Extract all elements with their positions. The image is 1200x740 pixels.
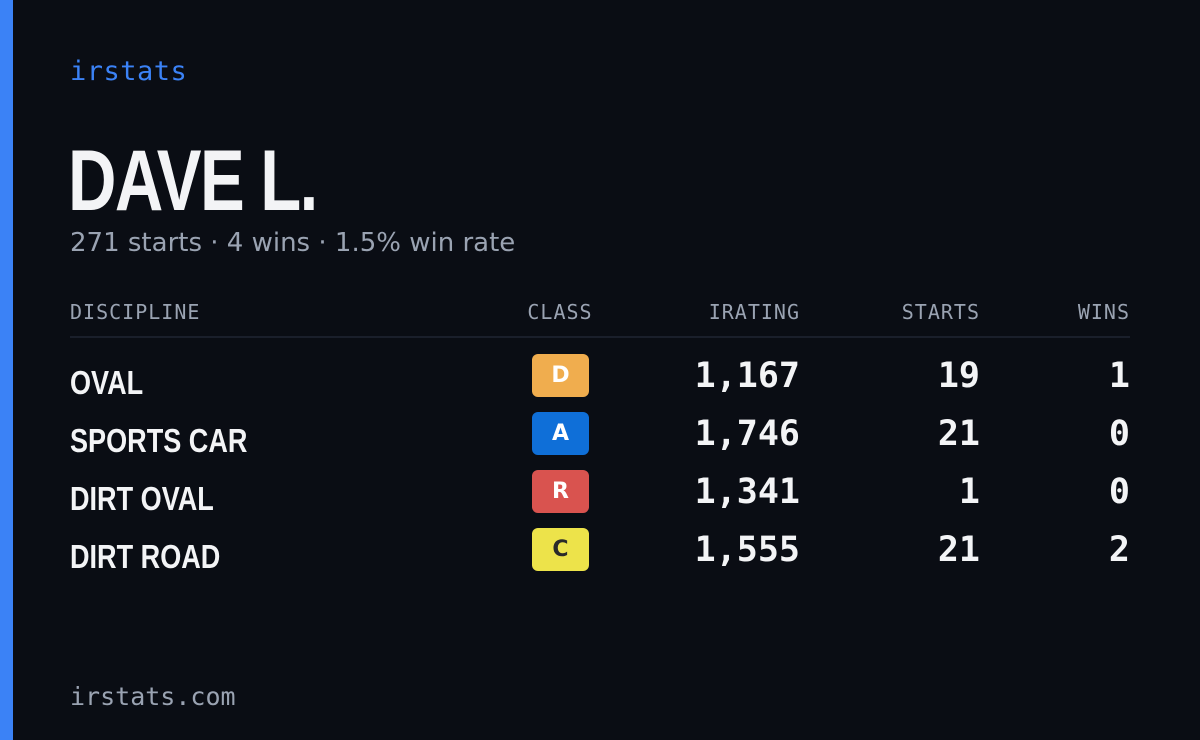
header-class: CLASS: [527, 300, 593, 324]
accent-bar: [0, 0, 13, 740]
discipline-table: DISCIPLINE CLASS IRATING STARTS WINS OVA…: [70, 296, 1130, 586]
starts-value: 21: [937, 530, 980, 570]
starts-value: 19: [937, 356, 980, 396]
class-badge: C: [532, 528, 589, 571]
irating-value: 1,555: [694, 530, 800, 570]
table-header: DISCIPLINE CLASS IRATING STARTS WINS: [70, 296, 1130, 338]
discipline-name: DIRT ROAD: [70, 538, 221, 575]
table-body: OVAL D 1,167 19 1 SPORTS CAR A 1,746 21 …: [70, 338, 1130, 586]
wins-value: 0: [1108, 472, 1130, 512]
wins-value: 1: [1108, 356, 1130, 396]
class-badge-label: A: [532, 412, 589, 455]
discipline-name: DIRT OVAL: [70, 480, 214, 517]
driver-name: DAVE L.: [68, 133, 318, 229]
irating-value: 1,167: [694, 356, 800, 396]
irating-value: 1,746: [694, 414, 800, 454]
starts-value: 21: [937, 414, 980, 454]
class-badge-label: R: [532, 470, 589, 513]
footer-url[interactable]: irstats.com: [70, 682, 236, 711]
discipline-name: SPORTS CAR: [70, 422, 248, 459]
irating-value: 1,341: [694, 472, 800, 512]
table-row: SPORTS CAR A 1,746 21 0: [70, 412, 1130, 470]
table-row: OVAL D 1,167 19 1: [70, 354, 1130, 412]
table-row: DIRT ROAD C 1,555 21 2: [70, 528, 1130, 586]
wins-value: 2: [1108, 530, 1130, 570]
brand-logo[interactable]: irstats: [70, 56, 188, 87]
discipline-name: OVAL: [70, 364, 144, 401]
header-discipline: DISCIPLINE: [70, 300, 201, 324]
header-irating: IRATING: [708, 300, 800, 324]
header-wins: WINS: [1077, 300, 1130, 324]
class-badge-label: D: [532, 354, 589, 397]
class-badge: R: [532, 470, 589, 513]
header-starts: STARTS: [901, 300, 980, 324]
class-badge: D: [532, 354, 589, 397]
starts-value: 1: [958, 472, 980, 512]
wins-value: 0: [1108, 414, 1130, 454]
driver-summary: 271 starts · 4 wins · 1.5% win rate: [70, 228, 516, 258]
class-badge: A: [532, 412, 589, 455]
table-row: DIRT OVAL R 1,341 1 0: [70, 470, 1130, 528]
class-badge-label: C: [532, 528, 589, 571]
